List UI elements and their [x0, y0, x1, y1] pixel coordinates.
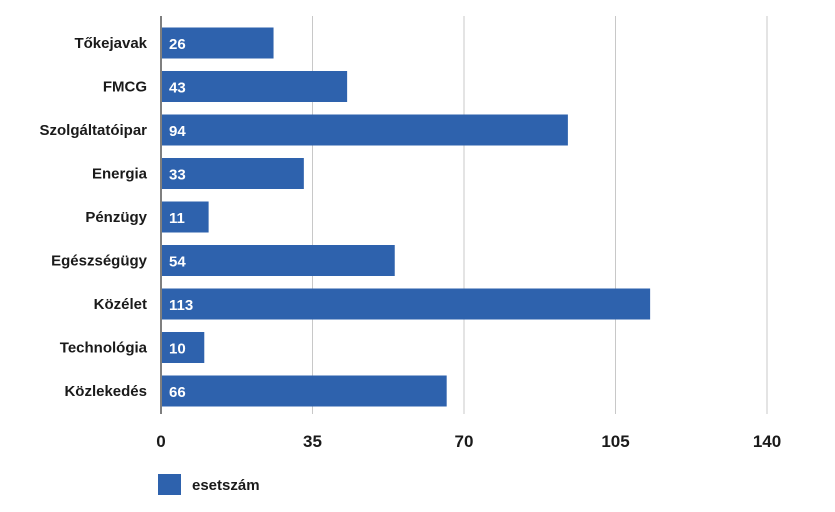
x-tick-label: 140 — [753, 432, 781, 451]
bar-value-label: 33 — [169, 167, 186, 184]
x-tick-labels: 0 35 70 105 140 — [156, 432, 781, 451]
bar-value-label: 11 — [169, 210, 185, 227]
bar-value-label: 26 — [169, 36, 186, 53]
category-label: Szolgáltatóipar — [39, 122, 147, 139]
bar-value-label: 43 — [169, 80, 186, 97]
bar — [162, 158, 304, 189]
bar — [162, 27, 274, 59]
category-label: Egészségügy — [51, 253, 148, 270]
category-label: Technológia — [60, 340, 148, 357]
x-tick-label: 35 — [303, 432, 322, 451]
x-tick-label: 0 — [156, 432, 165, 451]
category-label: FMCG — [103, 79, 147, 96]
category-label: Tőkejavak — [74, 35, 147, 52]
grid-lines — [312, 16, 768, 414]
bar — [162, 332, 205, 363]
bar — [162, 288, 651, 320]
bars: 26 43 94 33 11 54 113 10 66 — [162, 27, 651, 407]
legend: esetszám — [158, 474, 260, 495]
category-label: Közlekedés — [64, 383, 147, 400]
x-tick-label: 70 — [455, 432, 474, 451]
legend-label: esetszám — [192, 477, 260, 494]
bar — [162, 71, 348, 102]
category-label: Közélet — [94, 296, 147, 313]
legend-swatch — [158, 474, 181, 495]
bar-value-label: 94 — [169, 123, 186, 140]
x-tick-label: 105 — [601, 432, 629, 451]
category-label: Energia — [92, 166, 148, 183]
bar-value-label: 66 — [169, 384, 186, 401]
bar — [162, 245, 395, 276]
bar-value-label: 10 — [169, 341, 186, 358]
category-labels: Tőkejavak FMCG Szolgáltatóipar Energia Pénzü… — [39, 35, 147, 400]
bar — [162, 375, 447, 407]
bar-value-label: 54 — [169, 254, 186, 271]
bar — [162, 201, 209, 233]
category-label: Pénzügy — [85, 209, 147, 226]
bar — [162, 114, 568, 146]
bar-value-label: 113 — [169, 297, 193, 314]
